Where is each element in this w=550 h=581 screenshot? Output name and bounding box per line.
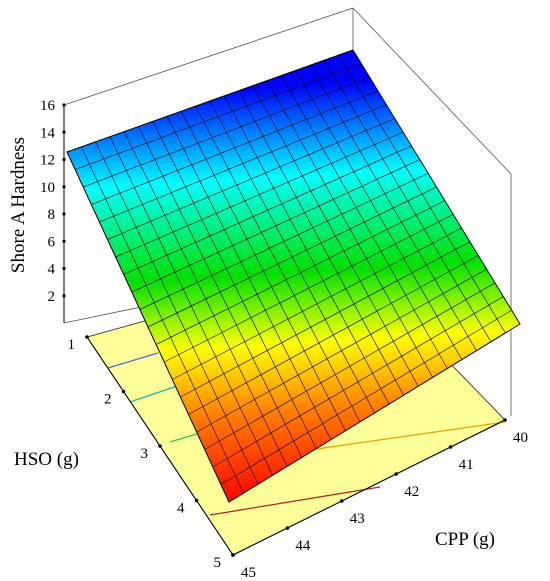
mesh-line (204, 282, 496, 450)
mesh-line (220, 309, 512, 485)
z-tick-label: 10 (40, 180, 55, 196)
z-tick-mark (62, 212, 66, 216)
x-tick-label: 43 (350, 511, 365, 527)
z-tick-label: 16 (40, 98, 56, 114)
z-tick-mark (62, 266, 66, 271)
y-tick-mark (85, 335, 89, 339)
x-tick-mark (231, 553, 235, 557)
z-tick-mark (62, 103, 66, 107)
x-tick-label: 41 (459, 457, 474, 473)
x-tick-labels: 40 41 42 43 44 45 (241, 430, 528, 581)
z-tick-mark (62, 157, 66, 162)
y-tick-label: 3 (141, 446, 149, 462)
mesh-line (238, 90, 404, 396)
y-tick-mark (194, 498, 199, 503)
z-tick-label: 8 (48, 207, 56, 223)
y-tick-labels: 1 2 3 4 5 (68, 337, 222, 571)
z-tick-label: 6 (48, 234, 56, 250)
z-tick-labels: 2 4 6 8 10 12 14 16 (40, 98, 56, 305)
x-tick-label: 45 (241, 565, 256, 581)
y-tick-mark (121, 389, 126, 394)
z-tick-mark (62, 130, 66, 134)
y-tick-mark (158, 444, 162, 448)
mesh-line (223, 95, 390, 405)
surface-mesh (74, 54, 512, 494)
x-tick-label: 40 (513, 430, 528, 446)
mesh-line (155, 200, 446, 345)
x-tick-mark (340, 499, 344, 503)
z-tick-label: 2 (48, 289, 56, 305)
mesh-line (281, 75, 448, 369)
x-tick-mark (394, 472, 399, 476)
z-tick-label: 14 (40, 125, 56, 141)
y-tick-label: 1 (68, 337, 76, 353)
mesh-line (172, 227, 462, 380)
x-tick-label: 44 (295, 538, 311, 554)
mesh-line (212, 296, 504, 468)
mesh-line (196, 268, 487, 433)
mesh-line (324, 60, 492, 342)
tick-marks (62, 103, 507, 557)
mesh-line (147, 186, 437, 328)
z-axis-title: Shore A Hardness (8, 137, 29, 273)
z-tick-mark (62, 239, 66, 243)
mesh-line (295, 70, 463, 360)
y-tick-label: 4 (177, 501, 185, 517)
y-tick-label: 2 (104, 392, 112, 408)
mesh-line (252, 85, 419, 387)
mesh-line (338, 54, 506, 334)
z-tick-mark (62, 294, 66, 298)
mesh-line (309, 65, 477, 351)
mesh-line (164, 214, 454, 363)
mesh-line (266, 80, 434, 378)
z-tick-label: 4 (48, 262, 56, 278)
mesh-line (188, 255, 479, 415)
z-tick-mark (62, 185, 66, 189)
x-tick-mark (503, 418, 507, 422)
x-tick-mark (448, 445, 453, 449)
mesh-line (180, 241, 471, 398)
x-tick-mark (285, 526, 290, 530)
x-axis-title: CPP (g) (435, 529, 495, 550)
z-tick-label: 12 (40, 153, 55, 169)
y-tick-label: 5 (214, 555, 222, 571)
y-axis-title: HSO (g) (14, 449, 79, 470)
x-tick-label: 42 (404, 484, 419, 500)
